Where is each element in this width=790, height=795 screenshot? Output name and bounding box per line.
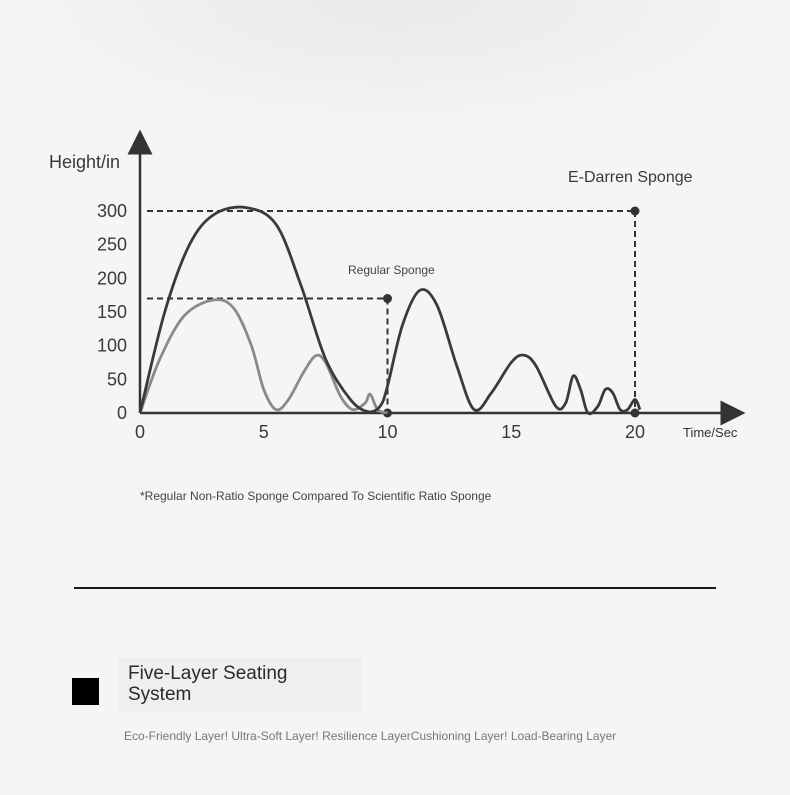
annotation-regular-sponge: Regular Sponge <box>348 263 435 277</box>
x-axis-label: Time/Sec <box>683 425 738 440</box>
layers-description: Eco-Friendly Layer! Ultra-Soft Layer! Re… <box>124 729 617 743</box>
series-line-e-darren-sponge <box>138 205 642 416</box>
y-tick-label: 250 <box>97 235 127 255</box>
guide-point <box>383 294 392 304</box>
x-tick-label: 10 <box>377 422 397 442</box>
section-title-box <box>118 658 362 712</box>
guide-point <box>630 206 640 216</box>
y-tick-label: 100 <box>97 336 127 356</box>
bullet-square-icon <box>72 678 99 705</box>
section-divider <box>74 587 716 589</box>
y-tick-label: 50 <box>107 369 127 389</box>
y-tick-label: 300 <box>97 201 127 221</box>
guide-axis-point <box>630 408 640 418</box>
sponge-rebound-chart: Height/in Time/Sec 0 5 10 15 200501001502002… <box>49 129 746 442</box>
y-tick-label: 150 <box>97 302 127 322</box>
y-axis-label: Height/in <box>49 152 120 172</box>
x-tick-label: 20 <box>625 422 645 442</box>
section-title: Five-Layer Seating System <box>128 663 288 705</box>
annotation-e-darren-sponge: E-Darren Sponge <box>568 169 693 186</box>
x-tick-label: 15 <box>501 422 521 442</box>
y-tick-label: 200 <box>97 268 127 288</box>
background-haze <box>0 0 790 130</box>
chart-footnote: *Regular Non-Ratio Sponge Compared To Sc… <box>140 489 492 503</box>
series-line-regular-sponge <box>138 298 388 415</box>
x-tick-label: 0 <box>135 422 145 442</box>
y-tick-label: 0 <box>117 403 127 423</box>
x-tick-label: 5 <box>259 422 269 442</box>
